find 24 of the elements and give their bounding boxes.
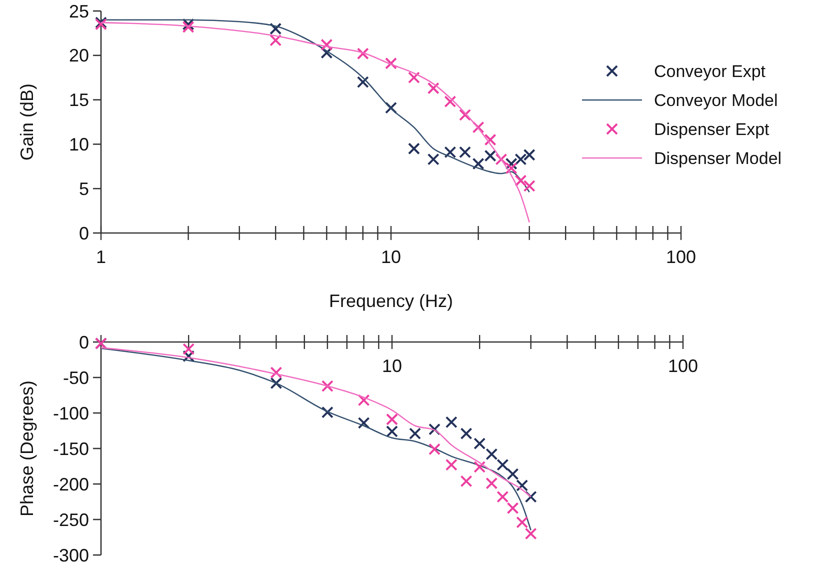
y-tick-label: 15: [68, 90, 89, 110]
y-tick-label: 25: [68, 1, 89, 22]
y-tick-label: -100: [52, 403, 89, 424]
legend-label: Conveyor Expt: [654, 62, 766, 81]
legend-label: Conveyor Model: [654, 90, 778, 110]
y-tick-label: -200: [52, 474, 89, 494]
x-axis-title: Frequency (Hz): [328, 291, 454, 311]
y-tick-label: 20: [68, 46, 89, 66]
y-tick-label: 0: [78, 332, 89, 352]
y-tick-label: -300: [52, 545, 89, 566]
y-tick-label: -50: [62, 368, 89, 388]
y-tick-label: 10: [68, 134, 89, 154]
x-tick-label: 10: [380, 247, 402, 267]
legend-label: Dispenser Model: [654, 148, 782, 168]
y-tick-label: 5: [78, 178, 89, 199]
y-tick-label: -150: [52, 438, 89, 459]
y-axis-title: Phase (Degrees): [17, 380, 37, 517]
y-tick-label: 0: [78, 223, 89, 244]
x-tick-label: 100: [666, 247, 696, 267]
y-axis-title: Gain (dB): [17, 83, 37, 161]
legend-label: Dispenser Expt: [654, 120, 770, 139]
x-tick-label: 100: [668, 356, 698, 376]
y-tick-label: -250: [52, 510, 89, 530]
x-tick-label: 1: [96, 247, 106, 267]
